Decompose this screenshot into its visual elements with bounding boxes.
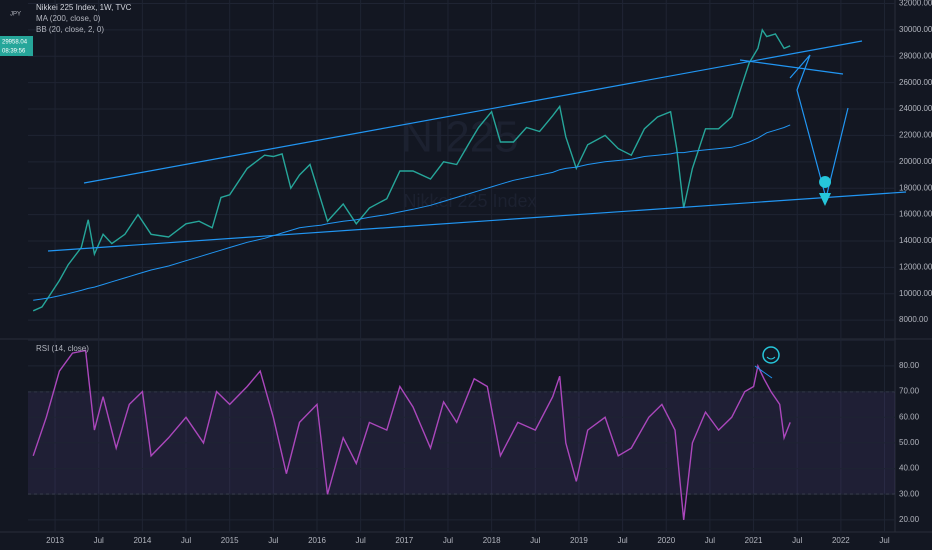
x-tick-label: 2014 — [133, 536, 151, 545]
y-tick-label: 50.00 — [899, 438, 920, 447]
series-line — [32, 349, 791, 520]
x-tick-label: 2020 — [657, 536, 675, 545]
price-label-box — [0, 36, 33, 56]
y-tick-label: 32000.00 — [899, 0, 932, 8]
y-tick-label: 24000.00 — [899, 104, 932, 113]
x-tick-label: 2015 — [221, 536, 239, 545]
y-tick-label: 20000.00 — [899, 157, 932, 166]
legend-ma: MA (200, close, 0) — [36, 14, 101, 23]
series-line — [33, 124, 791, 301]
x-tick-label: Jul — [879, 536, 889, 545]
y-tick-label: 14000.00 — [899, 236, 932, 245]
drawings — [47, 40, 907, 252]
y-tick-label: 60.00 — [899, 412, 920, 421]
y-tick-label: 22000.00 — [899, 131, 932, 140]
y-tick-label: 28000.00 — [899, 51, 932, 60]
watermark: NI225 — [401, 113, 518, 162]
legend-bb: BB (20, close, 2, 0) — [36, 25, 104, 34]
x-tick-label: 2017 — [395, 536, 413, 545]
rsi-drawing — [754, 365, 773, 379]
last-price-label: 29958.04 — [2, 40, 28, 46]
x-tick-label: Jul — [617, 536, 627, 545]
legend-rsi: RSI (14, close) — [36, 344, 89, 353]
x-tick-label: Jul — [181, 536, 191, 545]
y-tick-label: 70.00 — [899, 387, 920, 396]
y-tick-label: 10000.00 — [899, 289, 932, 298]
y-tick-label: 26000.00 — [899, 78, 932, 87]
y-tick-label: 8000.00 — [899, 315, 928, 324]
x-tick-label: 2022 — [832, 536, 850, 545]
y-tick-label: 40.00 — [899, 464, 920, 473]
x-tick-label: Jul — [356, 536, 366, 545]
x-tick-label: Jul — [443, 536, 453, 545]
x-tick-label: 2016 — [308, 536, 326, 545]
x-tick-label: Jul — [268, 536, 278, 545]
legend-main: Nikkei 225 Index, 1W, TVC — [36, 3, 132, 12]
x-tick-label: Jul — [530, 536, 540, 545]
x-tick-label: 2021 — [745, 536, 763, 545]
y-tick-label: 16000.00 — [899, 210, 932, 219]
y-tick-label: 18000.00 — [899, 183, 932, 192]
y-tick-label: 20.00 — [899, 515, 920, 524]
x-tick-label: 2019 — [570, 536, 588, 545]
x-tick-label: Jul — [94, 536, 104, 545]
x-tick-label: Jul — [792, 536, 802, 545]
x-tick-label: Jul — [705, 536, 715, 545]
x-tick-label: 2013 — [46, 536, 64, 545]
countdown: 08:39:56 — [2, 49, 26, 55]
y-tick-label: 80.00 — [899, 361, 920, 370]
series-line — [32, 28, 791, 312]
currency: JPY — [10, 12, 21, 18]
y-tick-label: 30000.00 — [899, 25, 932, 34]
smiley — [762, 346, 780, 364]
smiley-mouth — [766, 356, 776, 360]
y-tick-label: 30.00 — [899, 489, 920, 498]
watermark-subtitle: Nikkei 225 Index — [403, 191, 536, 211]
x-tick-label: 2018 — [483, 536, 501, 545]
pin-marker — [819, 176, 832, 206]
y-tick-label: 12000.00 — [899, 262, 932, 271]
